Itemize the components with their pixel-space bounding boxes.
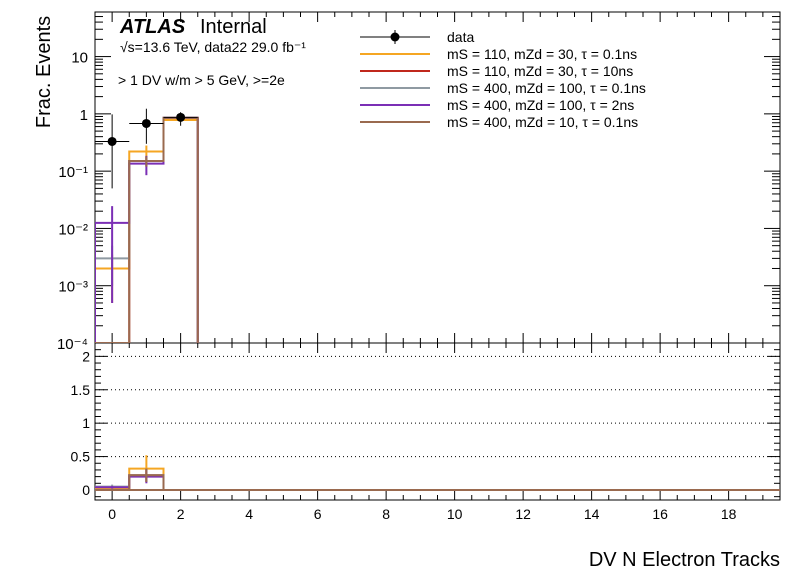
legend-label: mS = 400, mZd = 10, τ = 0.1ns <box>447 114 638 130</box>
ratio-series-2 <box>95 474 780 491</box>
legend-label: mS = 110, mZd = 30, τ = 10ns <box>447 63 633 79</box>
x-axis-title: DV N Electron Tracks <box>589 549 780 571</box>
top-y-tick-label: 10⁻⁴ <box>57 336 88 353</box>
legend-label: mS = 400, mZd = 100, τ = 0.1ns <box>447 80 646 96</box>
top-panel-series <box>95 108 199 343</box>
y-axis-title: Frac. Events <box>33 16 55 128</box>
bottom-y-tick-label: 2 <box>82 348 90 364</box>
top-y-tick-label: 10⁻² <box>58 221 88 238</box>
bottom-y-tick-label: 1 <box>82 415 90 431</box>
x-axis-ticks: 0 2 4 6 8 10 12 14 16 18 <box>94 12 781 522</box>
top-y-tick-label: 10⁻¹ <box>58 164 88 181</box>
ratio-series-1 <box>95 474 780 491</box>
ratio-series-4 <box>95 474 780 491</box>
ratio-series-0 <box>95 467 780 491</box>
x-tick-label: 16 <box>652 506 668 522</box>
bottom-panel-frame <box>94 342 781 501</box>
x-tick-label: 12 <box>515 506 531 522</box>
legend-label: mS = 400, mZd = 100, τ = 2ns <box>447 97 634 113</box>
top-y-tick-label: 1 <box>80 107 88 124</box>
x-tick-label: 14 <box>584 506 600 522</box>
top-y-tick-label: 10 <box>71 50 88 67</box>
ratio-panel-series <box>95 455 780 491</box>
data-point <box>107 136 117 146</box>
lumi-label: √s=13.6 TeV, data22 29.0 fb⁻¹ <box>120 39 306 55</box>
x-tick-label: 0 <box>108 506 116 522</box>
x-tick-label: 4 <box>245 506 253 522</box>
legend-label: mS = 110, mZd = 30, τ = 0.1ns <box>447 46 637 62</box>
top-y-tick-label: 10⁻³ <box>58 279 88 296</box>
top-y-axis-ticks: 10⁻⁴ 10⁻³ 10⁻² 10⁻¹ 1 10 <box>57 11 780 353</box>
x-tick-label: 18 <box>721 506 737 522</box>
status-label: Internal <box>200 16 267 38</box>
bottom-y-tick-label: 1.5 <box>71 382 91 398</box>
legend-marker <box>390 32 400 42</box>
x-tick-label: 8 <box>382 506 390 522</box>
selection-label: > 1 DV w/m > 5 GeV, >=2e <box>118 72 285 88</box>
bottom-y-tick-label: 0 <box>82 482 90 498</box>
legend-label: data <box>447 29 474 45</box>
data-point <box>176 112 186 122</box>
bottom-y-axis-ticks: 0 0.5 1 1.5 2 <box>71 348 780 498</box>
ratio-gridlines <box>95 355 780 458</box>
bottom-y-tick-label: 0.5 <box>71 449 91 465</box>
experiment-label: ATLAS <box>119 16 186 38</box>
x-tick-label: 10 <box>447 506 463 522</box>
x-tick-label: 6 <box>314 506 322 522</box>
data-point <box>141 118 151 128</box>
x-tick-label: 2 <box>177 506 185 522</box>
ratio-series-3 <box>95 475 780 491</box>
